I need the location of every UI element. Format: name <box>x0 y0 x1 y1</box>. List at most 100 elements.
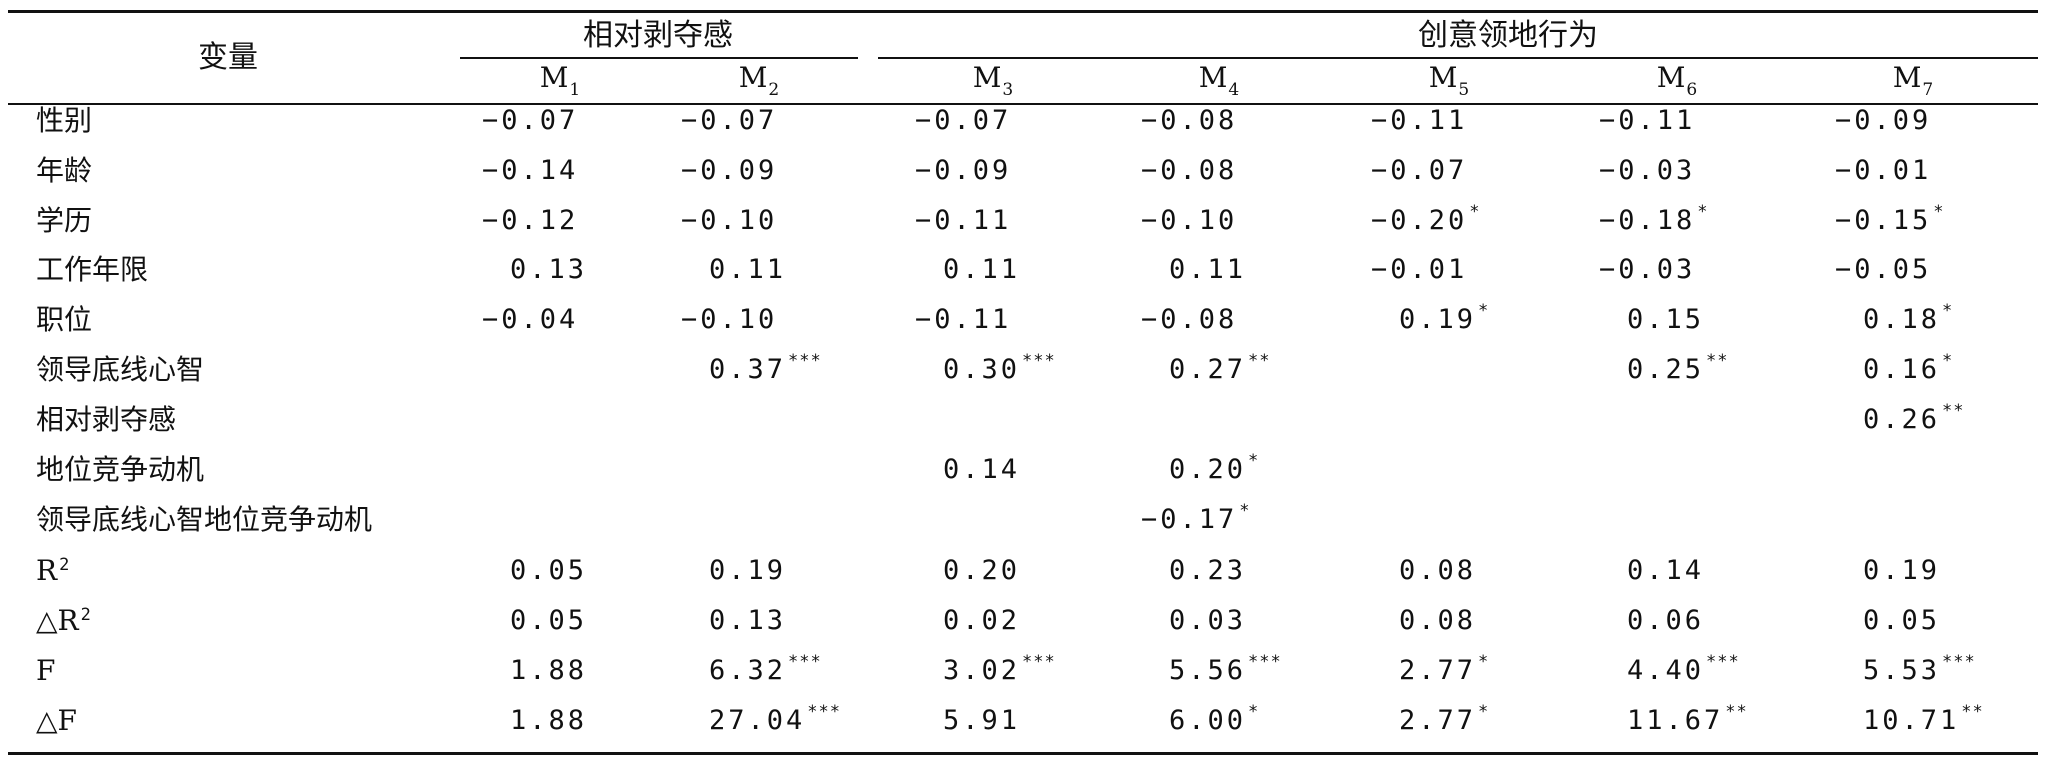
cell-value: −0.08 <box>1141 304 1238 335</box>
model-header-sub: 5 <box>1458 80 1470 100</box>
cell-value: 0.18 <box>1863 304 1941 335</box>
table-cell: 5.56 *** <box>1169 652 1282 690</box>
cell-value: 0.26 <box>1863 404 1941 435</box>
cell-value: 0.27 <box>1169 354 1247 385</box>
significance-marker: *** <box>1942 652 1976 672</box>
table-cell: 0.25 ** <box>1627 351 1729 389</box>
table-cell: −0.01 <box>1371 254 1467 286</box>
cell-value: 0.14 <box>1627 555 1705 586</box>
table-cell: −0.07 <box>681 105 777 137</box>
table-cell: −0.07 <box>482 105 578 137</box>
table-cell: 0.08 <box>1399 555 1476 587</box>
row-label: 年龄 <box>36 155 92 187</box>
significance-marker: * <box>1942 301 1954 321</box>
row-label-text: 领导底线心智 <box>36 353 205 386</box>
cell-value: −0.08 <box>1141 105 1238 136</box>
table-cell: −0.09 <box>915 155 1011 187</box>
cell-value: −0.09 <box>681 155 778 186</box>
cell-value: 0.19 <box>709 555 787 586</box>
group-rule-relative-deprivation <box>460 57 858 59</box>
model-header-m1: M1 <box>500 62 620 101</box>
cell-value: −0.04 <box>482 304 579 335</box>
table-cell: 1.88 <box>510 655 587 687</box>
table-cell: 0.13 <box>510 254 587 286</box>
table-cell: −0.14 <box>482 155 578 187</box>
variable-header: 变量 <box>198 40 258 75</box>
cell-value: 0.16 <box>1863 354 1941 385</box>
cell-value: 0.13 <box>709 605 787 636</box>
table-cell: −0.10 <box>1141 205 1237 237</box>
significance-marker: * <box>1933 202 1945 222</box>
table-cell: 1.88 <box>510 705 587 737</box>
table-cell: 0.13 <box>709 605 786 637</box>
significance-marker: ** <box>1706 351 1729 371</box>
cell-value: 0.19 <box>1399 304 1477 335</box>
model-header-base: M <box>1198 61 1228 94</box>
cell-value: 0.02 <box>943 605 1021 636</box>
model-header-base: M <box>738 61 768 94</box>
cell-value: 6.32 <box>709 655 787 686</box>
table-cell: 3.02 *** <box>943 652 1056 690</box>
table-cell: 0.02 <box>943 605 1020 637</box>
cell-value: −0.15 <box>1835 205 1932 236</box>
model-header-sub: 4 <box>1228 80 1240 100</box>
table-cell: −0.03 <box>1599 155 1695 187</box>
cell-value: 0.37 <box>709 354 787 385</box>
table-cell: 2.77 * <box>1399 702 1489 740</box>
cell-value: 4.40 <box>1627 655 1705 686</box>
cell-value: 0.19 <box>1863 555 1941 586</box>
significance-marker: *** <box>1022 351 1056 371</box>
row-label-superscript: 2 <box>59 555 71 575</box>
cell-value: 2.77 <box>1399 705 1477 736</box>
cell-value: 0.13 <box>510 254 588 285</box>
table-cell: −0.10 <box>681 304 777 336</box>
model-header-m5: M5 <box>1389 62 1509 101</box>
group-header-relative-deprivation: 相对剥夺感 <box>583 18 733 53</box>
table-cell: −0.18 * <box>1599 202 1709 240</box>
table-cell: −0.12 <box>482 205 578 237</box>
table-cell: −0.07 <box>915 105 1011 137</box>
row-label: 地位竞争动机 <box>36 454 204 486</box>
cell-value: −0.03 <box>1599 254 1696 285</box>
table-cell: −0.17 * <box>1141 501 1251 539</box>
cell-value: 5.56 <box>1169 655 1247 686</box>
cell-value: 0.15 <box>1627 304 1705 335</box>
row-label: 学历 <box>36 205 92 237</box>
significance-marker: * <box>1478 301 1490 321</box>
row-label: 性别 <box>36 105 92 137</box>
cell-value: 0.05 <box>510 605 588 636</box>
table-cell: 0.05 <box>510 555 587 587</box>
cell-value: −0.11 <box>915 205 1012 236</box>
cell-value: −0.09 <box>915 155 1012 186</box>
cell-value: 3.02 <box>943 655 1021 686</box>
model-header-sub: 6 <box>1686 80 1698 100</box>
row-label-text: 职位 <box>36 303 93 336</box>
table-cell: 2.77 * <box>1399 652 1490 690</box>
table-cell: 0.16 * <box>1863 351 1953 389</box>
table-cell: 0.19 <box>1863 555 1940 587</box>
table-cell: 0.11 <box>1169 254 1246 286</box>
row-label-text: 学历 <box>36 204 93 237</box>
cell-value: −0.11 <box>1599 105 1696 136</box>
cell-value: 0.30 <box>943 354 1021 385</box>
significance-marker: * <box>1248 702 1260 722</box>
row-label-text: F <box>36 654 56 687</box>
cell-value: 0.14 <box>943 454 1021 485</box>
cell-value: −0.12 <box>482 205 579 236</box>
cell-value: −0.08 <box>1141 155 1238 186</box>
table-cell: 0.14 <box>1627 555 1704 587</box>
cell-value: −0.03 <box>1599 155 1696 186</box>
table-cell: 0.30 *** <box>943 351 1056 389</box>
cell-value: −0.10 <box>1141 205 1238 236</box>
table-cell: 0.08 <box>1399 605 1476 637</box>
significance-marker: ** <box>1961 702 1984 722</box>
table-cell: 0.11 <box>709 254 786 286</box>
table-cell: −0.09 <box>681 155 777 187</box>
model-header-m2: M2 <box>699 61 819 101</box>
header-bottom-rule <box>8 103 2038 105</box>
row-label-text: 领导底线心智地位竞争动机 <box>36 503 373 536</box>
table-cell: −0.08 <box>1141 105 1237 137</box>
significance-marker: * <box>1478 652 1490 672</box>
row-label-text: 年龄 <box>36 154 93 187</box>
cell-value: 0.11 <box>709 254 787 285</box>
